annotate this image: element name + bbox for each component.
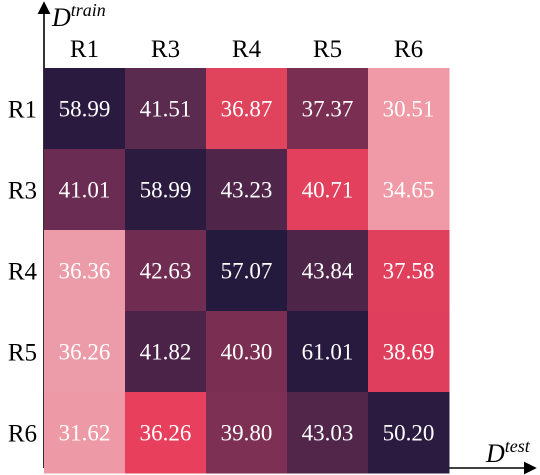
heatmap-cell	[287, 230, 369, 312]
cell-value-label: 61.01	[302, 340, 354, 365]
heatmap-cell	[368, 392, 450, 474]
cell-value-label: 41.51	[140, 97, 192, 122]
cell-value-label: 40.71	[302, 178, 354, 203]
cell-value-label: 43.03	[302, 421, 354, 446]
heatmap-cell	[368, 311, 450, 393]
row-label: R1	[8, 97, 37, 124]
cell-value-label: 39.80	[221, 421, 273, 446]
heatmap-cell	[287, 311, 369, 393]
cell-value-label: 36.36	[59, 259, 111, 284]
heatmap-cell	[206, 311, 288, 393]
cell-value-label: 41.82	[140, 340, 192, 365]
y-axis-title: Dtrain	[51, 0, 106, 32]
cell-value-label: 58.99	[59, 97, 111, 122]
row-label: R5	[8, 340, 37, 367]
heatmap-cell	[287, 68, 369, 150]
heatmap-cell	[44, 392, 126, 474]
heatmap-cell	[368, 230, 450, 312]
heatmap-cell	[125, 149, 207, 231]
heatmap-cell	[44, 149, 126, 231]
y-axis-title-base: D	[51, 3, 71, 32]
y-axis-title-sup: train	[71, 0, 106, 20]
cell-value-label: 41.01	[59, 178, 111, 203]
column-label: R3	[151, 36, 180, 63]
cell-value-label: 40.30	[221, 340, 273, 365]
cell-value-label: 43.84	[302, 259, 354, 284]
heatmap-cell	[368, 68, 450, 150]
column-label: R4	[232, 36, 262, 63]
cell-value-label: 36.26	[59, 340, 111, 365]
heatmap-cell	[368, 149, 450, 231]
cell-value-label: 38.69	[383, 340, 435, 365]
column-label: R6	[394, 36, 423, 63]
heatmap-cell	[206, 149, 288, 231]
cell-value-label: 58.99	[140, 178, 192, 203]
cell-value-label: 43.23	[221, 178, 273, 203]
cell-value-label: 31.62	[59, 421, 111, 446]
x-axis-title-sup: test	[505, 436, 531, 456]
column-label: R5	[313, 36, 342, 63]
cell-value-label: 50.20	[383, 421, 435, 446]
heatmap-cell	[125, 392, 207, 474]
x-axis-title-base: D	[485, 439, 505, 468]
row-label: R3	[8, 178, 37, 205]
heatmap-cells: 58.99 41.51 36.87 37.37 30.51 41.01 58.99 43.23…	[44, 68, 450, 474]
cell-value-label: 30.51	[383, 97, 435, 122]
cell-value-label: 36.26	[140, 421, 192, 446]
heatmap-cell	[125, 311, 207, 393]
row-labels: R1 R3 R4 R5 R6	[8, 97, 38, 448]
cell-value-label: 42.63	[140, 259, 192, 284]
row-label: R6	[8, 421, 37, 448]
heatmap-cell	[206, 68, 288, 150]
cell-value-label: 37.58	[383, 259, 435, 284]
heatmap-cell	[44, 311, 126, 393]
cell-value-label: 57.07	[221, 259, 273, 284]
heatmap-cell	[287, 392, 369, 474]
heatmap-cell	[206, 230, 288, 312]
column-labels: R1 R3 R4 R5 R6	[70, 36, 423, 63]
x-axis-title: Dtest	[485, 436, 531, 468]
row-label: R4	[8, 259, 38, 286]
heatmap-cell	[287, 149, 369, 231]
heatmap-cell	[44, 68, 126, 150]
cell-value-label: 34.65	[383, 178, 435, 203]
heatmap-cell	[44, 230, 126, 312]
heatmap-cell	[125, 230, 207, 312]
heatmap-cell	[206, 392, 288, 474]
cell-value-label: 36.87	[221, 97, 273, 122]
heatmap-cell	[125, 68, 207, 150]
cell-value-label: 37.37	[302, 97, 354, 122]
column-label: R1	[70, 36, 99, 63]
